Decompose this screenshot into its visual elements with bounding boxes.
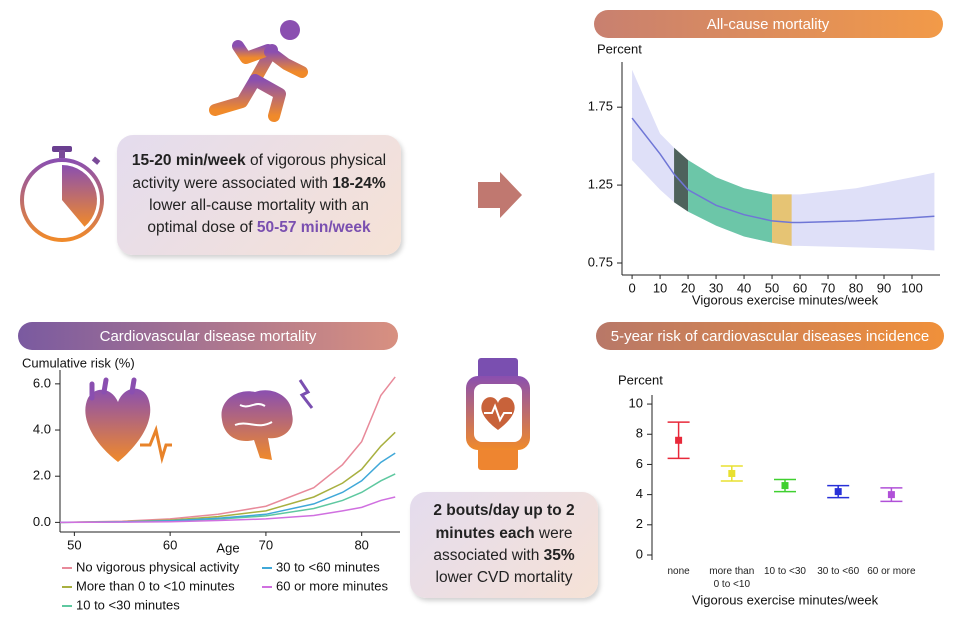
x-tick-label: 50 (67, 537, 81, 552)
x-tick-label: 50 (765, 280, 779, 295)
point (887, 491, 895, 499)
legend-label: 10 to <30 minutes (76, 597, 180, 612)
x-tick-label: 60 (793, 280, 807, 295)
callout-run: 35% (543, 547, 575, 564)
legend-label: More than 0 to <10 minutes (76, 578, 235, 593)
x-tick-label: 90 (877, 280, 891, 295)
brain-icon (221, 379, 314, 460)
legend-label: No vigorous physical activity (76, 559, 240, 574)
callout-run: 50-57 min/week (256, 219, 371, 237)
title-pill (594, 10, 943, 38)
chart-title: Cardiovascular disease mortality (100, 328, 317, 345)
y-axis-label: Percent (618, 372, 663, 387)
callout-run: lower all-cause mortality with an optima… (147, 197, 369, 237)
point (675, 436, 683, 444)
y-tick-label: 2 (636, 516, 643, 531)
y-tick-label: 0 (636, 546, 643, 561)
x-tick-label: 80 (849, 280, 863, 295)
y-tick-label: 1.25 (588, 177, 613, 192)
y-tick-label: 0.75 (588, 254, 613, 269)
y-tick-label: 4 (636, 486, 643, 501)
x-tick-label: 10 (653, 280, 667, 295)
arrow (478, 172, 522, 218)
y-tick-label: 8 (636, 426, 643, 441)
heart-icon (85, 377, 172, 464)
y-axis-label: Percent (597, 41, 642, 56)
callout-run: of vigorous physical activity were assoc… (132, 152, 387, 192)
callout-text: 2 bouts/day up to 2 minutes each were as… (420, 500, 588, 590)
point (834, 488, 842, 496)
y-tick-label: 1.75 (588, 99, 613, 114)
callout-run: were associated with (433, 524, 573, 564)
y-tick-label: 6.0 (33, 375, 51, 390)
callout-run: 2 bouts/day up to 2 minutes each (433, 502, 575, 542)
callout-run: lower CVD mortality (435, 569, 573, 587)
highlight-range (674, 147, 689, 212)
callout-run: 15-20 min/week (131, 152, 246, 170)
x-tick-label: 60 (163, 537, 177, 552)
point (781, 482, 789, 490)
x-axis-label: Age (216, 540, 239, 555)
stopwatch-icon (20, 146, 104, 242)
x-axis-label: Vigorous exercise minutes/week (692, 292, 879, 307)
watch-icon (466, 358, 530, 470)
y-tick-label: 2.0 (33, 468, 51, 483)
x-tick-label: 100 (901, 280, 923, 295)
legend-label: 30 to <60 minutes (276, 559, 380, 574)
x-tick-label: 0 (628, 280, 635, 295)
y-tick-label: 4.0 (33, 421, 51, 436)
point (728, 469, 736, 477)
y-axis-label: Cumulative risk (%) (22, 355, 135, 370)
legend-label: 60 or more minutes (276, 578, 388, 593)
x-tick-label: 80 (354, 537, 368, 552)
x-tick-label: more than 0 to <10 (709, 566, 755, 590)
x-tick-label: 20 (681, 280, 695, 295)
highlight-range (688, 160, 773, 243)
x-axis-label: Vigorous exercise minutes/week (692, 592, 879, 607)
x-tick-label: 60 or more (867, 566, 916, 577)
x-tick-label: 10 to <30 (764, 566, 806, 577)
chart-title: All-cause mortality (707, 16, 830, 33)
x-tick-label: 30 (709, 280, 723, 295)
line (631, 117, 935, 224)
chart-title: 5-year risk of cardiovascular diseases i… (611, 328, 929, 345)
x-tick-label: 40 (737, 280, 751, 295)
callout: 15-20 min/week of vigorous physical acti… (117, 135, 401, 255)
title-pill (18, 322, 398, 350)
x-tick-label: none (667, 566, 690, 577)
x-tick-label: 30 to <60 (817, 566, 860, 577)
y-tick-label: 10 (629, 395, 643, 410)
x-tick-label: 70 (259, 537, 273, 552)
title-pill (596, 322, 944, 350)
line (59, 376, 396, 524)
runner-icon (209, 20, 308, 122)
callout: 2 bouts/day up to 2 minutes each were as… (410, 492, 598, 598)
callout-text: 15-20 min/week of vigorous physical acti… (127, 150, 391, 240)
callout-run: 18-24% (332, 174, 386, 192)
x-tick-label: 70 (821, 280, 835, 295)
line (59, 496, 396, 524)
y-tick-label: 6 (636, 456, 643, 471)
y-tick-label: 0.0 (33, 514, 51, 529)
highlight-range (772, 194, 792, 246)
